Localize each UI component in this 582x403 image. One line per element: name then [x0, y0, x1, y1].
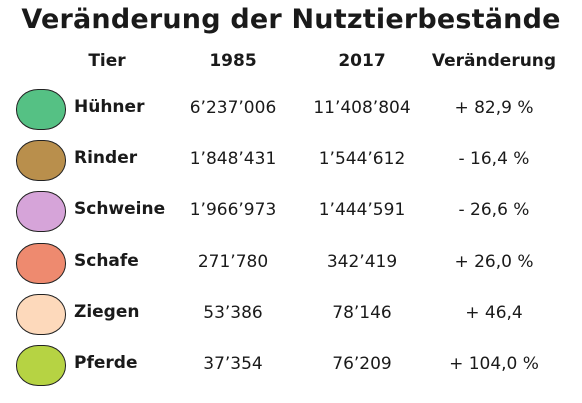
value-change: + 46,4: [465, 303, 523, 323]
value-2017: 1’544’612: [318, 149, 406, 169]
value-1985: 1’966’973: [189, 200, 277, 220]
header-tier: Tier: [88, 51, 126, 71]
value-change: - 26,6 %: [458, 200, 530, 220]
color-swatch-rinder: [16, 140, 66, 181]
value-1985: 271’780: [197, 252, 269, 272]
animal-label: Schafe: [74, 251, 139, 271]
table-row-schafe: Schafe 271’780 342’419 + 26,0 %: [0, 243, 582, 287]
value-2017: 11’408’804: [313, 98, 411, 118]
chart-title: Veränderung der Nutztierbestände: [21, 4, 561, 35]
animal-label: Rinder: [74, 148, 138, 168]
value-1985: 37’354: [203, 354, 263, 374]
table-row-pferde: Pferde 37’354 76’209 + 104,0 %: [0, 345, 582, 389]
value-change: + 82,9 %: [454, 98, 534, 118]
value-2017: 342’419: [326, 252, 398, 272]
value-1985: 6’237’006: [189, 98, 277, 118]
table-row-rinder: Rinder 1’848’431 1’544’612 - 16,4 %: [0, 140, 582, 184]
value-2017: 78’146: [332, 303, 392, 323]
table-row-ziegen: Ziegen 53’386 78’146 + 46,4: [0, 294, 582, 338]
value-change: + 104,0 %: [449, 354, 539, 374]
color-swatch-schafe: [16, 243, 66, 284]
color-swatch-pferde: [16, 345, 66, 386]
table-row-huehner: Hühner 6’237’006 11’408’804 + 82,9 %: [0, 89, 582, 133]
color-swatch-huehner: [16, 89, 66, 130]
animal-label: Pferde: [74, 353, 138, 373]
header-2017: 2017: [338, 51, 386, 71]
value-change: + 26,0 %: [454, 252, 534, 272]
value-1985: 1’848’431: [189, 149, 277, 169]
color-swatch-ziegen: [16, 294, 66, 335]
color-swatch-schweine: [16, 191, 66, 232]
header-veraenderung: Veränderung: [431, 51, 557, 71]
value-1985: 53’386: [203, 303, 263, 323]
animal-label: Hühner: [74, 97, 145, 117]
value-2017: 76’209: [332, 354, 392, 374]
value-2017: 1’444’591: [318, 200, 406, 220]
header-1985: 1985: [209, 51, 257, 71]
table-row-schweine: Schweine 1’966’973 1’444’591 - 26,6 %: [0, 191, 582, 235]
animal-label: Ziegen: [74, 302, 140, 322]
animal-label: Schweine: [74, 199, 166, 219]
value-change: - 16,4 %: [458, 149, 530, 169]
